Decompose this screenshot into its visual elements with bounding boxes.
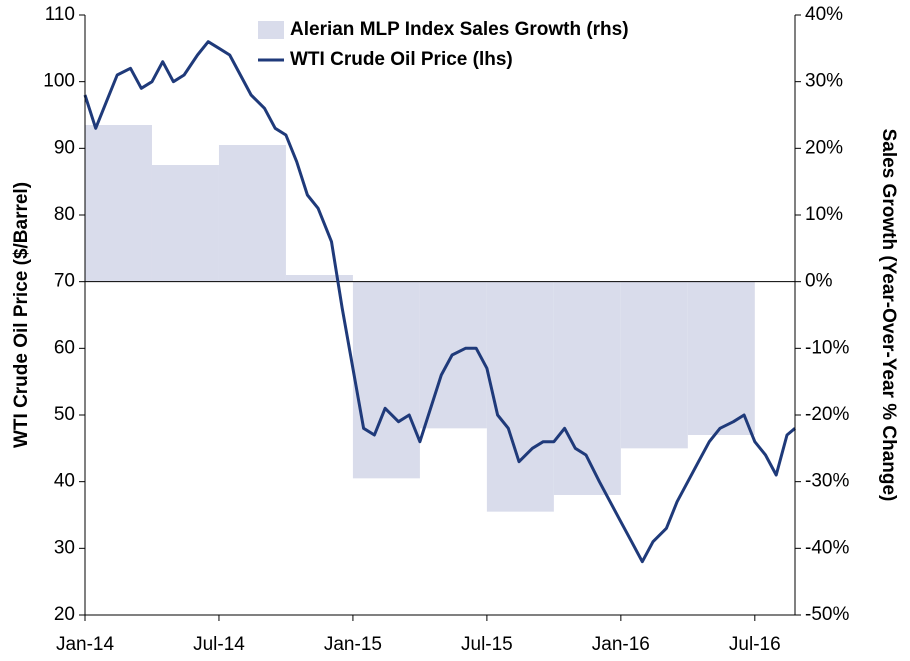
area-step [151, 165, 219, 282]
legend-item: WTI Crude Oil Price (lhs) [258, 49, 513, 70]
y2-tick-label: -30% [805, 471, 849, 492]
legend-item: Alerian MLP Index Sales Growth (rhs) [258, 19, 629, 40]
area-step [620, 281, 688, 449]
y-tick-label: 20 [54, 604, 75, 625]
x-tick-label: Jul-16 [729, 634, 781, 655]
price-line [83, 40, 796, 564]
y-tick-label: 40 [54, 471, 75, 492]
y2-tick-label: 30% [805, 71, 843, 92]
y2-tick-label: 20% [805, 137, 843, 158]
area-step [85, 125, 152, 282]
y-tick-label: 90 [54, 137, 75, 158]
x-tick-label: Jan-16 [592, 634, 650, 655]
x-tick-label: Jan-15 [324, 634, 382, 655]
x-tick-label: Jul-15 [461, 634, 513, 655]
y2-tick-label: -40% [805, 537, 849, 558]
y-tick-label: 100 [43, 71, 75, 92]
area-step [285, 275, 353, 282]
y2-axis-title: Sales Growth (Year-Over-Year % Change) [878, 129, 899, 502]
x-tick-label: Jul-14 [193, 634, 245, 655]
y2-tick-label: 10% [805, 204, 843, 225]
y-tick-label: 30 [54, 537, 75, 558]
y2-tick-label: -50% [805, 604, 849, 625]
y2-tick-label: 0% [805, 271, 833, 292]
area-step [218, 145, 286, 282]
y-tick-label: 60 [54, 337, 75, 358]
x-tick-label: Jan-14 [56, 634, 115, 655]
y2-tick-label: 40% [805, 4, 843, 25]
legend-label: WTI Crude Oil Price (lhs) [290, 49, 513, 70]
y-tick-label: 110 [45, 4, 75, 25]
y2-tick-label: -20% [805, 404, 849, 425]
legend-swatch [258, 21, 284, 39]
y-axis-title: WTI Crude Oil Price ($/Barrel) [11, 182, 32, 448]
y2-tick-label: -10% [805, 337, 849, 358]
y-tick-label: 50 [54, 404, 75, 425]
legend-label: Alerian MLP Index Sales Growth (rhs) [290, 19, 629, 40]
area-step [687, 281, 755, 435]
y-tick-label: 80 [54, 204, 75, 225]
area-step [352, 281, 420, 479]
area-step [486, 281, 554, 512]
y-tick-label: 70 [54, 271, 75, 292]
area-step [553, 281, 621, 495]
